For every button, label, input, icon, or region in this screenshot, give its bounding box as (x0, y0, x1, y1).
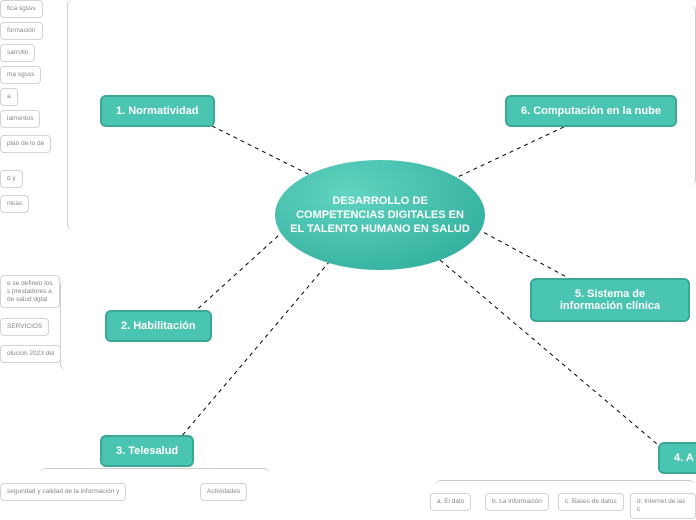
leaf: seguridad y calidad de la información y (0, 483, 126, 501)
leaf: ma sgsss (0, 66, 41, 84)
leaf: b. La información (485, 493, 549, 511)
leaf: a. El dato (430, 493, 471, 511)
leaf: formación (0, 22, 43, 40)
leaf: sarrollo (0, 44, 35, 62)
leaf: c. Bases de datos (558, 493, 624, 511)
node-6[interactable]: 6. Computación en la nube (505, 95, 677, 127)
leaf: a (0, 88, 18, 106)
leaf: Actividades (200, 483, 247, 501)
leaf: lamentos (0, 110, 40, 128)
mindmap-canvas: DESARROLLO DE COMPETENCIAS DIGITALES EN … (0, 0, 696, 520)
leaf: d. Internet de las c (630, 493, 696, 519)
leaf: d y (0, 170, 23, 188)
node-2[interactable]: 2. Habilitación (105, 310, 212, 342)
center-node[interactable]: DESARROLLO DE COMPETENCIAS DIGITALES EN … (275, 160, 485, 270)
leaf: nicas (0, 195, 29, 213)
node-4[interactable]: 4. A (658, 442, 696, 474)
node-3[interactable]: 3. Telesalud (100, 435, 194, 467)
node-5[interactable]: 5. Sistema de información clínica (530, 278, 690, 322)
leaf: fica sgsss (0, 0, 43, 18)
leaf: SERVICIOS (0, 318, 49, 336)
node-1[interactable]: 1. Normatividad (100, 95, 215, 127)
leaf: plan de lo de (0, 135, 51, 153)
leaf: olucion 2023 del (0, 345, 61, 363)
leaf: e se definen los s prestadores a de salu… (0, 275, 60, 308)
